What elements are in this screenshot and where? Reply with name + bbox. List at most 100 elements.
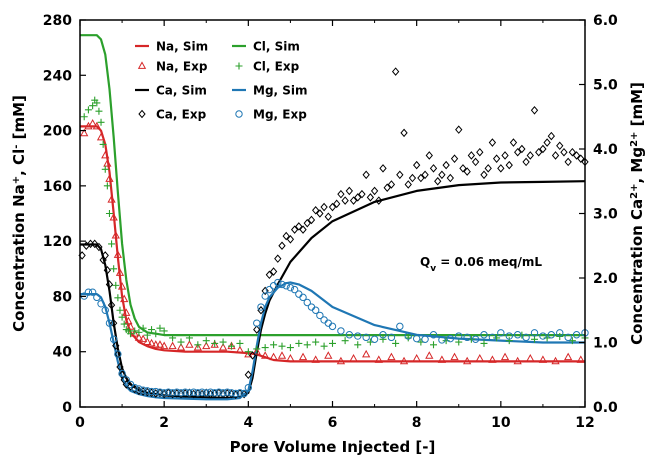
na-exp-point <box>564 352 573 361</box>
ca-exp-point <box>577 154 585 163</box>
ca-exp-point <box>459 164 467 173</box>
cl-exp-point <box>101 165 109 173</box>
qv-annotation: Qv = 0.06 meq/mL <box>420 255 542 274</box>
ca-exp-point <box>497 164 505 173</box>
mg-exp-point <box>354 332 362 340</box>
mg-exp-point <box>324 319 332 327</box>
mg-exp-point <box>88 288 97 296</box>
ca-exp-point <box>526 151 534 160</box>
na-exp-point <box>101 150 110 159</box>
ca-exp-point <box>295 222 303 231</box>
mg-exp-point <box>564 333 572 342</box>
mg-exp-point <box>480 331 488 339</box>
cl-exp-point <box>568 337 576 345</box>
na-exp-point <box>115 268 125 276</box>
legend-swatch-marker <box>235 62 243 70</box>
y-right-tick-label: 4.0 <box>593 142 618 158</box>
ca-exp-point <box>131 384 139 394</box>
na-exp-point <box>526 353 535 362</box>
cl-sim-line <box>80 34 585 337</box>
ca-exp-point <box>143 387 151 397</box>
cl-exp-point <box>135 328 143 336</box>
y-left-tick-label: 280 <box>43 13 72 29</box>
mg-exp-point <box>223 388 231 396</box>
ca-exp-point <box>556 141 564 151</box>
na-exp-point <box>210 340 219 348</box>
cl-exp-point <box>261 344 269 352</box>
na-exp-point <box>107 195 116 203</box>
ca-exp-point <box>164 388 173 398</box>
mg-exp-point <box>114 350 122 358</box>
ca-exp-point <box>387 180 396 189</box>
mg-exp-point <box>290 285 299 294</box>
ca-exp-point <box>383 183 391 192</box>
cl-exp-point <box>493 334 501 342</box>
mg-exp-point <box>396 322 404 331</box>
series-layer <box>78 34 589 401</box>
na-exp-point <box>298 352 308 361</box>
mg-exp-point <box>160 389 168 397</box>
ca-exp-point <box>261 286 269 296</box>
na-exp-point <box>130 329 139 337</box>
cl-exp-point <box>379 335 387 343</box>
mg-exp-point <box>194 389 202 397</box>
mg-exp-point <box>135 385 143 393</box>
na-exp-point <box>551 356 560 365</box>
qv-annotation-q: Q <box>420 255 430 269</box>
mg-exp-point <box>215 388 223 396</box>
mg-exp-point <box>253 319 261 327</box>
mg-exp-point <box>219 389 227 397</box>
legend-item: Na, Sim <box>135 40 208 54</box>
ca-exp-point <box>467 151 476 160</box>
cl-exp-point <box>169 334 177 342</box>
cl-exp-point <box>392 339 400 347</box>
ca-exp-point <box>450 154 459 163</box>
mg-exp-point <box>299 293 307 302</box>
na-exp-point <box>151 340 160 348</box>
ca-exp-point <box>375 196 383 205</box>
mg-exp-point <box>206 388 215 396</box>
cl-exp-points <box>80 96 589 356</box>
cl-exp-point <box>84 106 92 114</box>
ca-exp-point <box>442 160 450 170</box>
mg-exp-point <box>471 335 480 343</box>
legend-item: Mg, Exp <box>235 108 307 122</box>
cl-exp-point <box>312 338 320 346</box>
mg-exp-point <box>84 288 93 296</box>
ca-exp-point <box>341 196 349 205</box>
x-tick-label: 4 <box>243 415 253 431</box>
ca-exp-point <box>274 254 282 263</box>
mg-exp-point <box>539 332 547 340</box>
legend-swatch-marker <box>235 110 243 118</box>
cl-exp-point <box>430 341 437 349</box>
cl-exp-point <box>152 330 160 338</box>
x-tick-label: 10 <box>491 415 511 431</box>
ca-exp-point <box>362 170 370 180</box>
cl-exp-point <box>270 341 278 349</box>
ca-exp-point <box>400 128 408 138</box>
na-exp-point <box>437 355 447 363</box>
na-exp-point <box>269 352 278 361</box>
ca-exp-point <box>492 154 501 163</box>
mg-exp-point <box>152 387 160 396</box>
na-exp-point <box>244 349 253 358</box>
mg-exp-point <box>232 389 240 398</box>
mg-exp-point <box>168 389 177 397</box>
legend-item: Cl, Sim <box>232 40 300 54</box>
mg-exp-point <box>438 336 446 344</box>
cl-exp-point <box>295 339 303 347</box>
na-exp-point <box>202 341 211 350</box>
ca-exp-point <box>328 202 337 212</box>
na-exp-point <box>374 355 383 363</box>
na-exp-point <box>122 308 131 316</box>
cl-exp-point <box>112 281 120 289</box>
mg-exp-point <box>118 369 126 378</box>
cl-exp-point <box>341 337 349 345</box>
legend-swatch-marker <box>137 61 147 69</box>
ca-exp-point <box>265 270 274 280</box>
mg-exp-point <box>556 329 564 337</box>
cl-exp-point <box>228 342 235 350</box>
ca-exp-point <box>307 215 316 225</box>
ca-exp-point <box>505 160 513 170</box>
